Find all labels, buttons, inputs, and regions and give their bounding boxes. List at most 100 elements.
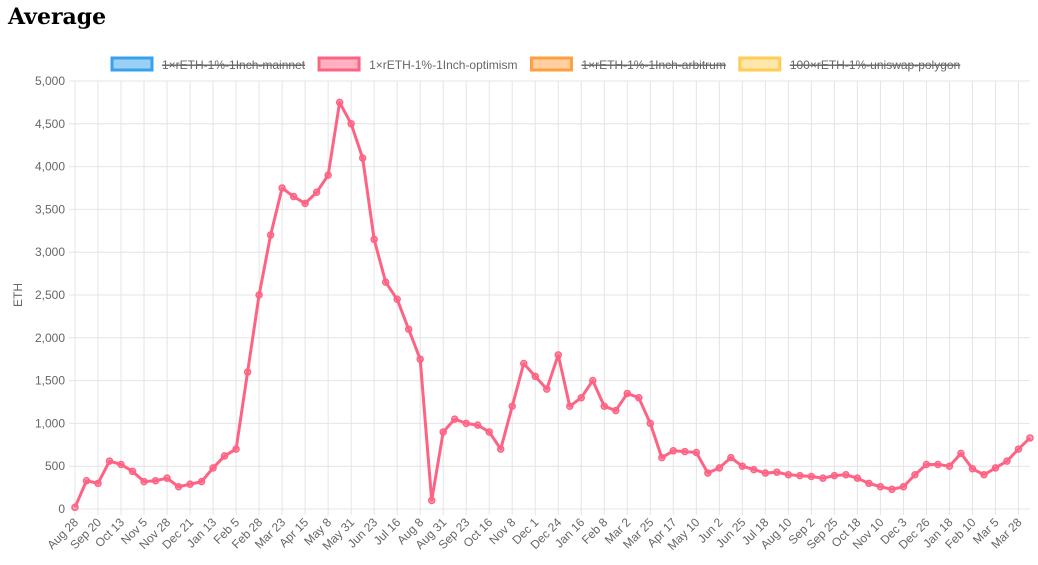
point [1003,457,1011,465]
point [404,325,413,333]
point [1014,445,1023,453]
y-tick-label: 500 [45,459,65,473]
point [784,471,793,479]
point [542,385,551,393]
point [220,452,229,460]
point [197,477,206,486]
point [623,389,632,398]
point [496,445,505,453]
point [381,278,390,286]
point [796,471,804,480]
y-tick-label: 4,000 [35,160,65,174]
point [876,482,885,491]
y-tick-label: 1,500 [35,374,65,388]
point [715,464,724,472]
legend-label: 1×rETH-1%-1Inch-optimism [369,58,517,72]
point [82,477,91,485]
point [830,471,839,480]
point [738,462,747,470]
point [71,503,79,512]
point [865,479,873,488]
y-tick-label: 3,500 [35,202,65,216]
point [980,471,988,479]
point [255,291,263,299]
point [991,464,1000,472]
point [669,447,678,455]
point [462,419,470,428]
point [163,474,171,482]
point [427,496,436,505]
point [370,235,378,244]
point [577,393,586,402]
point [519,359,528,368]
y-tick-label: 0 [58,502,65,516]
y-tick-label: 5,000 [35,74,65,88]
point [105,457,114,465]
y-axis-label: ETH [11,283,25,307]
point [243,368,252,376]
point [347,120,355,128]
y-tick-label: 1,000 [35,416,65,430]
line [73,100,1032,508]
point [957,449,965,458]
point [140,477,148,486]
point [117,460,125,469]
point [508,402,516,411]
point [761,469,770,477]
point [819,474,827,482]
point [853,474,862,482]
point [600,402,609,411]
point [727,453,735,462]
point [945,462,954,470]
point [450,415,459,423]
point [807,472,816,481]
chart-title: Average [7,4,106,30]
point [312,188,321,197]
point [692,448,701,457]
point [612,406,620,415]
y-tick-label: 4,500 [35,117,65,131]
point [416,355,424,363]
legend-swatch [529,56,573,72]
point [94,479,102,488]
y-tick-label: 3,000 [35,245,65,259]
point [899,482,908,491]
legend-swatch [110,56,154,72]
legend-swatch [738,56,782,72]
point [186,480,194,488]
point [589,376,597,385]
point [554,351,563,359]
y-tick-label: 2,000 [35,331,65,345]
point [335,98,344,107]
point [842,471,850,479]
point [174,482,183,491]
point [439,428,447,436]
point [531,372,539,381]
point [1026,434,1034,442]
point [266,231,275,239]
point [911,471,919,479]
y-tick-label: 2,500 [35,288,65,302]
point [646,419,655,428]
point [151,477,160,485]
point [704,469,712,477]
point [773,468,781,476]
point [566,402,574,411]
point [209,464,217,472]
point [750,465,758,474]
point [324,171,332,179]
legend-swatch [317,56,361,72]
point [301,199,309,208]
point [888,485,896,494]
point [485,428,493,436]
point [635,393,643,402]
point [968,465,977,473]
point [934,460,942,469]
point [681,447,689,456]
point [358,154,367,162]
point [473,421,482,429]
point [232,445,240,453]
point [278,184,286,192]
point [289,192,298,201]
